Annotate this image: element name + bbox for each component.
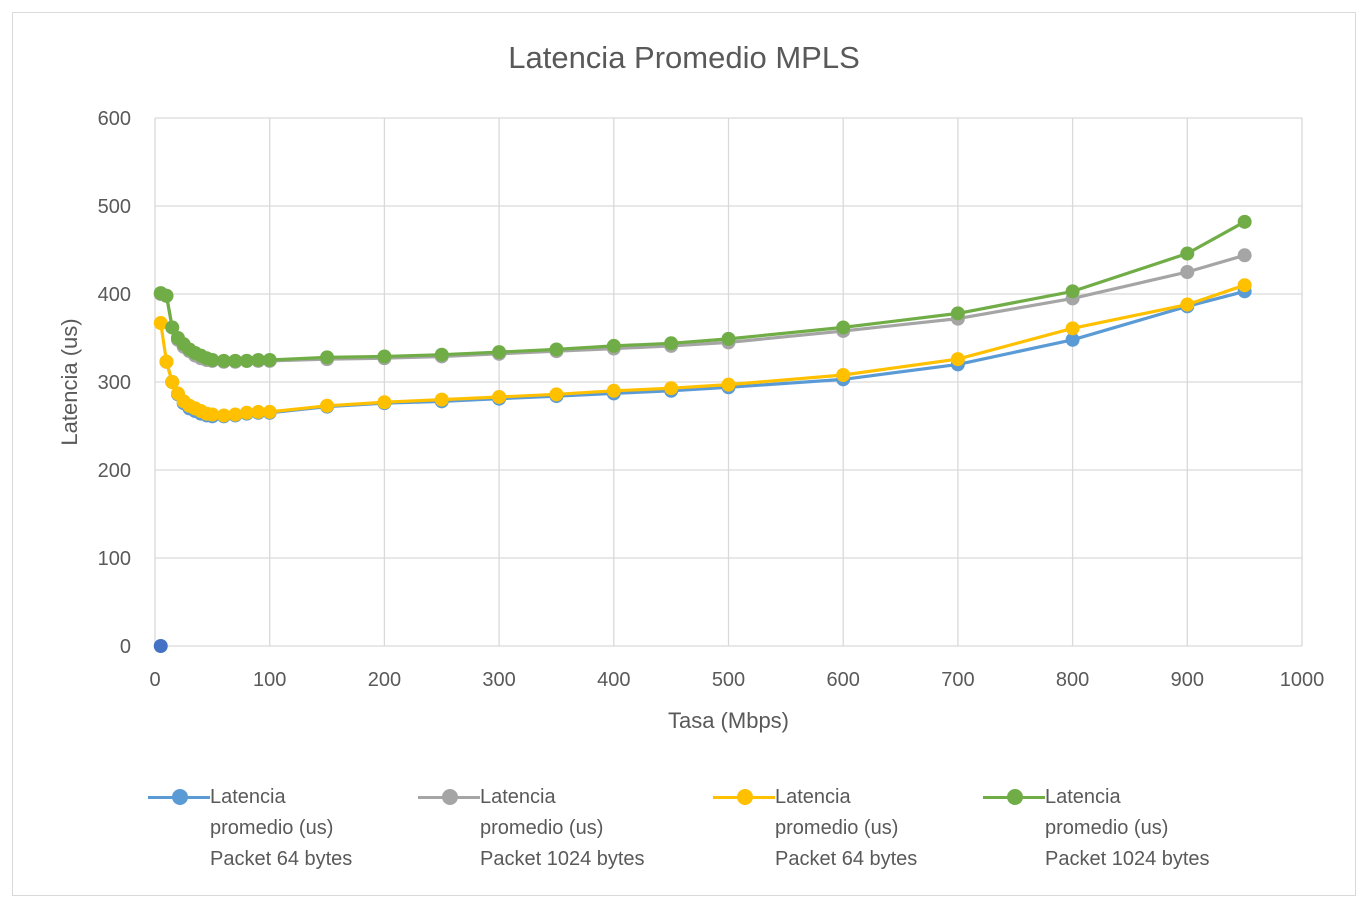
data-point (1180, 246, 1195, 261)
grid-lines (154, 117, 1303, 647)
legend-item: Latencia promedio (us) Packet 64 bytes (713, 782, 917, 875)
data-point (1180, 265, 1195, 279)
legend: Latencia promedio (us) Packet 64 bytes L… (0, 782, 1368, 882)
chart-frame (12, 12, 1356, 896)
data-point (165, 320, 180, 335)
x-tick-label: 700 (941, 669, 974, 691)
x-tick-label: 200 (368, 669, 401, 691)
data-point (606, 383, 621, 398)
data-point (320, 398, 335, 413)
legend-label: Latencia promedio (us) Packet 64 bytes (775, 786, 918, 870)
data-point (1237, 214, 1252, 229)
legend-item: Latencia promedio (us) Packet 1024 bytes (418, 782, 645, 875)
data-point (153, 316, 168, 331)
y-tick-label: 300 (98, 372, 131, 394)
data-point (228, 353, 243, 368)
legend-marker (148, 782, 210, 812)
data-point (836, 320, 851, 335)
data-point (1065, 284, 1080, 299)
y-axis-title: Latencia (us) (57, 318, 82, 445)
y-tick-labels: 0 100 200 300 400 500 600 (98, 108, 131, 658)
legend-marker (983, 782, 1045, 812)
x-tick-labels: 0 100 200 300 400 500 600 700 800 900 1000 (149, 669, 1324, 691)
data-point (1180, 297, 1195, 312)
data-point (262, 353, 277, 367)
data-point (1065, 332, 1080, 347)
series-4 (153, 214, 1252, 368)
series-line (159, 283, 1246, 417)
data-point (549, 342, 564, 357)
data-point (262, 404, 277, 419)
series-line (160, 220, 1246, 363)
x-tick-label: 900 (1171, 669, 1204, 691)
legend-marker (418, 782, 480, 812)
y-tick-label: 100 (98, 548, 131, 570)
data-point (434, 392, 449, 407)
series-line (160, 253, 1246, 364)
data-point (159, 288, 174, 303)
x-axis-title: Tasa (Mbps) (668, 708, 789, 733)
legend-label: Latencia promedio (us) Packet 64 bytes (210, 786, 353, 870)
y-tick-label: 500 (98, 196, 131, 218)
data-point (492, 389, 507, 404)
series-2 (153, 248, 1252, 369)
data-point (320, 350, 335, 365)
series-group (153, 214, 1252, 653)
data-point (216, 353, 231, 368)
data-point (664, 336, 679, 351)
data-point (251, 404, 266, 419)
legend-label: Latencia promedio (us) Packet 1024 bytes (480, 786, 645, 870)
data-point (205, 407, 220, 422)
y-tick-label: 400 (98, 284, 131, 306)
data-point (228, 407, 243, 422)
data-point (159, 354, 174, 369)
data-point (721, 377, 736, 392)
data-point (1237, 248, 1252, 263)
data-point (239, 405, 254, 420)
x-tick-label: 1000 (1280, 669, 1325, 691)
x-tick-label: 0 (149, 669, 160, 691)
data-point (165, 375, 180, 389)
data-point (549, 387, 564, 402)
x-tick-label: 600 (827, 669, 860, 691)
data-point (950, 352, 965, 367)
legend-marker (713, 782, 775, 812)
x-tick-label: 500 (712, 669, 745, 691)
data-point (606, 338, 621, 353)
data-point (377, 349, 392, 364)
chart-title: Latencia Promedio MPLS (508, 40, 860, 75)
data-point (239, 353, 254, 368)
data-point (434, 347, 449, 362)
data-point (205, 353, 220, 367)
x-tick-label: 400 (597, 669, 630, 691)
data-point (1065, 321, 1080, 336)
x-tick-label: 100 (253, 669, 286, 691)
data-point (721, 331, 736, 346)
legend-label: Latencia promedio (us) Packet 1024 bytes (1045, 786, 1210, 870)
data-point (492, 345, 507, 360)
data-point (950, 306, 965, 321)
y-tick-label: 600 (98, 108, 131, 130)
legend-item: Latencia promedio (us) Packet 64 bytes (148, 782, 352, 875)
data-point (377, 395, 392, 410)
data-point (836, 367, 851, 382)
y-tick-label: 200 (98, 460, 131, 482)
legend-item: Latencia promedio (us) Packet 1024 bytes (983, 782, 1210, 875)
data-point (216, 408, 231, 423)
series-3 (153, 278, 1252, 423)
x-tick-label: 300 (482, 669, 515, 691)
data-point (1237, 278, 1252, 293)
x-tick-label: 800 (1056, 669, 1089, 691)
y-tick-label: 0 (120, 636, 131, 658)
data-point (153, 639, 168, 653)
data-point (664, 381, 679, 396)
data-point (251, 353, 266, 367)
